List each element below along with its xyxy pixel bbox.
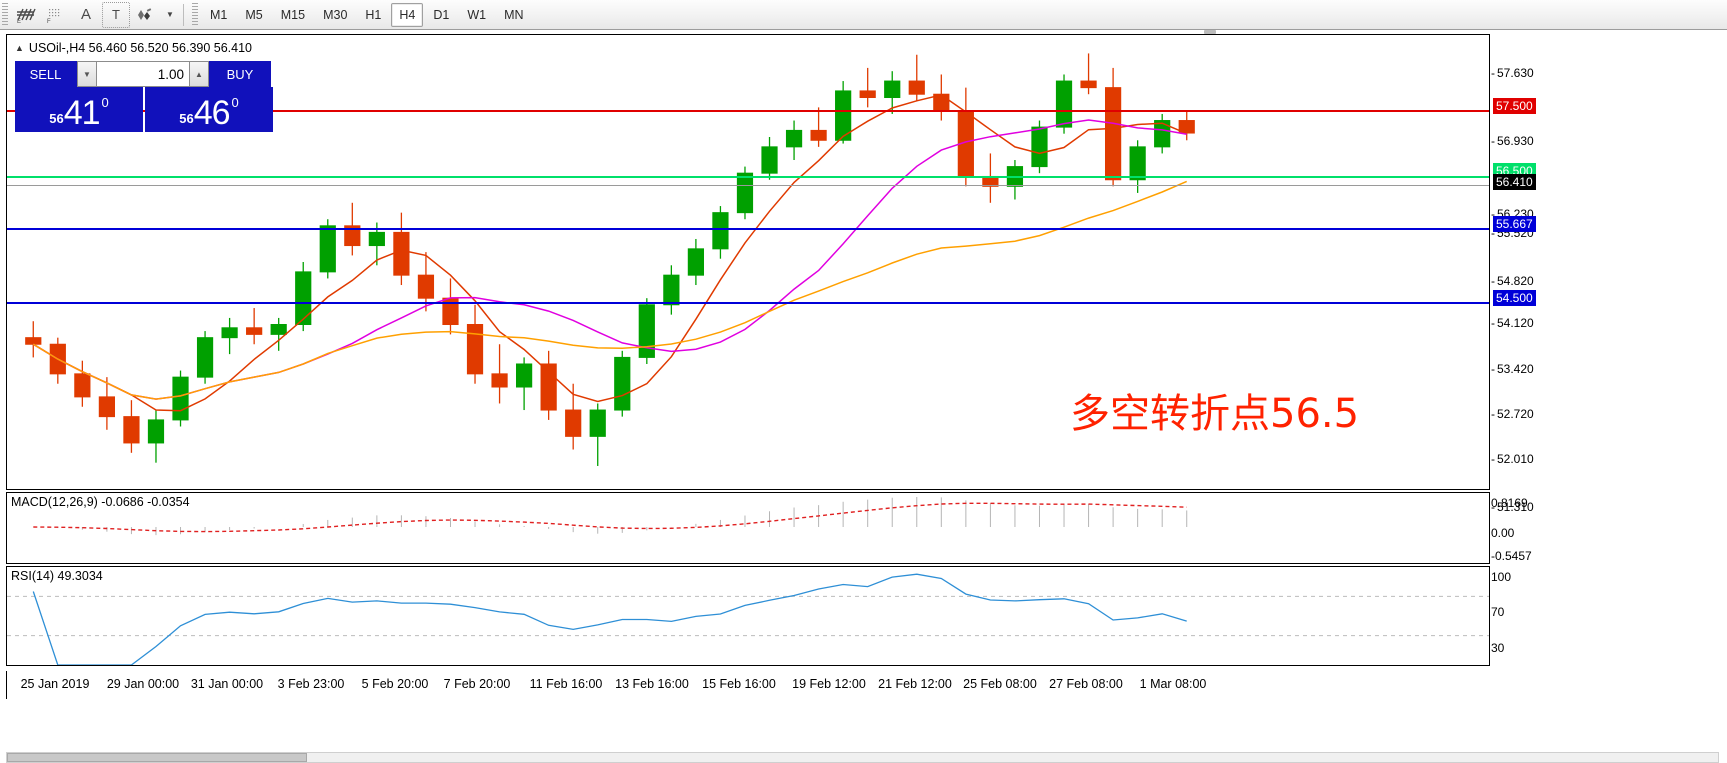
macd-tick-0: 0.8169	[1491, 496, 1528, 510]
svg-text:E: E	[17, 19, 21, 24]
rsi-tick-1: 70	[1491, 605, 1505, 619]
ask-price-display[interactable]: 56 46 0	[145, 87, 273, 132]
oct-price-row: 56 41 0 56 46 0	[15, 87, 273, 132]
volume-decrement-button[interactable]: ▼	[77, 61, 97, 87]
level-line-55667[interactable]	[7, 228, 1489, 230]
text-object-icon[interactable]: T	[102, 1, 130, 28]
price-chart-canvas[interactable]	[7, 35, 1489, 489]
rsi-pane[interactable]: RSI(14) 49.3034	[6, 566, 1490, 666]
chart-workspace: ▲ USOil-,H4 56.460 56.520 56.390 56.410 …	[0, 30, 1727, 763]
bid-price-point: 0	[101, 95, 109, 110]
chevron-down-icon[interactable]: ▼	[166, 10, 174, 19]
chart-annotation-text[interactable]: 多空转折点56.5	[1070, 391, 1360, 437]
last-price-label[interactable]: 56.410	[1493, 174, 1536, 190]
timeframe-m5[interactable]: M5	[245, 7, 263, 22]
timeframe-group: M1 M5 M15 M30 H1 H4 D1 W1 MN	[201, 2, 533, 27]
time-label-2: 31 Jan 00:00	[190, 677, 264, 691]
ask-price-prefix: 56	[179, 111, 194, 126]
price-tick-52720: -52.720	[1491, 407, 1534, 421]
timeframe-m15[interactable]: M15	[280, 7, 306, 22]
time-label-3: 3 Feb 23:00	[277, 677, 345, 691]
one-click-trading-panel[interactable]: SELL ▼ 1.00 ▲ BUY 56 41 0 56 46 0	[15, 61, 273, 132]
timeframe-mn[interactable]: MN	[504, 7, 524, 22]
price-tick-52010: -52.010	[1491, 452, 1534, 466]
text-label-icon[interactable]: A	[80, 6, 91, 23]
horizontal-scrollbar[interactable]	[6, 752, 1719, 763]
bid-price-prefix: 56	[49, 111, 64, 126]
chart-symbol-row: ▲ USOil-,H4 56.460 56.520 56.390 56.410	[15, 41, 252, 55]
time-label-8: 15 Feb 16:00	[702, 677, 776, 691]
collapse-icon[interactable]: ▲	[15, 43, 24, 53]
macd-tick-1: 0.00	[1491, 526, 1515, 540]
price-tick-56930: -56.930	[1491, 134, 1534, 148]
ma-line-0	[32, 94, 1187, 412]
scrollbar-thumb[interactable]	[7, 753, 307, 762]
time-label-6: 11 Feb 16:00	[529, 677, 603, 691]
volume-input[interactable]: 1.00	[97, 61, 189, 87]
volume-increment-button[interactable]: ▲	[189, 61, 209, 87]
time-label-10: 21 Feb 12:00	[878, 677, 952, 691]
timeframe-m30[interactable]: M30	[323, 7, 348, 22]
time-label-9: 19 Feb 12:00	[792, 677, 866, 691]
price-tick-54820: -54.820	[1491, 274, 1534, 288]
support-label-54500[interactable]: 54.500	[1493, 290, 1536, 306]
bid-price-main: 41	[63, 93, 101, 132]
ask-price-point: 0	[231, 95, 239, 110]
time-label-7: 13 Feb 16:00	[615, 677, 689, 691]
timeframe-h4[interactable]: H4	[391, 2, 424, 27]
price-tick-53420: -53.420	[1491, 362, 1534, 376]
rsi-tick-0: 100	[1491, 570, 1512, 584]
main-toolbar: E F A T	[0, 0, 1727, 30]
timeframe-h1[interactable]: H1	[365, 7, 382, 22]
symbol-ohlc-label: USOil-,H4 56.460 56.520 56.390 56.410	[28, 41, 252, 55]
time-label-11: 25 Feb 08:00	[963, 677, 1037, 691]
price-tick-51310: -51.310	[1491, 500, 1534, 514]
crosshair-grid-icon[interactable]: F	[42, 2, 70, 28]
timeframe-d1[interactable]: D1	[433, 7, 450, 22]
time-label-1: 29 Jan 00:00	[106, 677, 180, 691]
price-pane[interactable]: ▲ USOil-,H4 56.460 56.520 56.390 56.410 …	[6, 34, 1490, 490]
bid-price-display[interactable]: 56 41 0	[15, 87, 143, 132]
timeframe-toolbar-grip[interactable]	[192, 2, 198, 27]
toolbar-separator	[183, 3, 184, 26]
level-line-56410[interactable]	[7, 185, 1489, 186]
rsi-tick-2: 30	[1491, 641, 1505, 655]
level-line-57500[interactable]	[7, 110, 1489, 112]
rsi-canvas	[7, 573, 1489, 665]
price-tick-57630: -57.630	[1491, 66, 1534, 80]
macd-tick-2: -0.5457	[1491, 549, 1532, 563]
buy-button[interactable]: BUY	[209, 61, 271, 87]
level-line-56500[interactable]	[7, 176, 1489, 178]
support-label-55667[interactable]: 55.667	[1493, 216, 1536, 232]
timeframe-w1[interactable]: W1	[467, 7, 487, 22]
objects-icon[interactable]	[132, 2, 160, 28]
price-tick-54120: -54.120	[1491, 316, 1534, 330]
ma-line-2	[32, 180, 1187, 400]
resistance-label-57500[interactable]: 57.500	[1493, 98, 1536, 114]
indicators-icon[interactable]: E	[12, 2, 40, 28]
time-label-4: 5 Feb 20:00	[361, 677, 429, 691]
macd-canvas	[33, 497, 1188, 536]
ask-price-main: 46	[193, 93, 231, 132]
time-label-13: 1 Mar 08:00	[1139, 677, 1207, 691]
timeframe-m1[interactable]: M1	[210, 7, 228, 22]
time-scale[interactable]: 25 Jan 2019 29 Jan 00:00 31 Jan 00:00 3 Feb…	[6, 671, 1490, 699]
sell-button[interactable]: SELL	[15, 61, 77, 87]
svg-text:F: F	[47, 19, 51, 24]
time-label-0: 25 Jan 2019	[20, 677, 90, 691]
level-line-54500[interactable]	[7, 302, 1489, 304]
time-label-5: 7 Feb 20:00	[443, 677, 511, 691]
oct-top-row: SELL ▼ 1.00 ▲ BUY	[15, 61, 273, 87]
macd-pane[interactable]: MACD(12,26,9) -0.0686 -0.0354	[6, 492, 1490, 564]
rsi-label: RSI(14) 49.3034	[11, 569, 107, 583]
rsi-line	[32, 573, 1187, 665]
pane-drag-handle[interactable]	[1204, 30, 1216, 34]
time-label-12: 27 Feb 08:00	[1049, 677, 1123, 691]
macd-label: MACD(12,26,9) -0.0686 -0.0354	[11, 495, 194, 509]
toolbar-grip[interactable]	[2, 2, 8, 27]
